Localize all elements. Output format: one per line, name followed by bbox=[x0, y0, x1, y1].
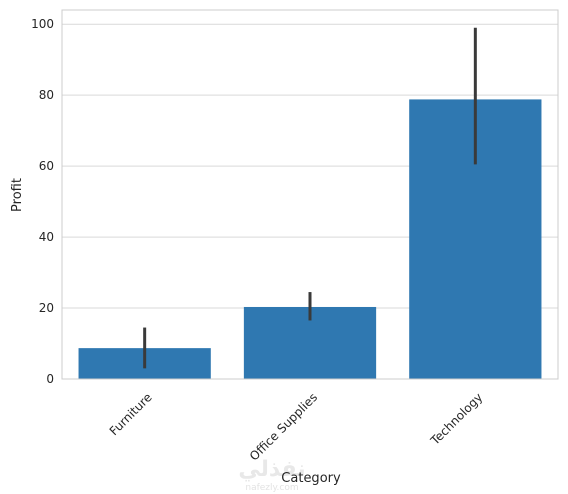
watermark-arabic: نفذلي bbox=[238, 457, 305, 482]
y-tick-labels: 0 20 40 60 80 100 bbox=[31, 17, 54, 386]
y-axis-label: Profit bbox=[10, 178, 25, 212]
x-tick-label: Office Supplies bbox=[247, 390, 320, 463]
watermark: نفذلي nafezly.com bbox=[238, 457, 305, 493]
y-tick-label: 100 bbox=[31, 17, 54, 31]
error-bars bbox=[143, 27, 477, 369]
x-tick-label: Furniture bbox=[107, 390, 155, 438]
bars bbox=[78, 99, 542, 380]
y-tick-label: 40 bbox=[39, 230, 54, 244]
y-tick-label: 60 bbox=[39, 159, 54, 173]
plot-frame bbox=[61, 9, 559, 380]
x-tick-labels: Furniture Office Supplies Technology bbox=[107, 390, 486, 463]
watermark-latin: nafezly.com bbox=[245, 483, 298, 493]
y-tick-label: 20 bbox=[39, 301, 54, 315]
y-tick-label: 80 bbox=[39, 88, 54, 102]
x-tick-label: Technology bbox=[427, 390, 485, 448]
plot-border bbox=[61, 9, 559, 380]
x-axis-label: Category bbox=[281, 471, 341, 486]
y-tick-label: 0 bbox=[46, 372, 54, 386]
